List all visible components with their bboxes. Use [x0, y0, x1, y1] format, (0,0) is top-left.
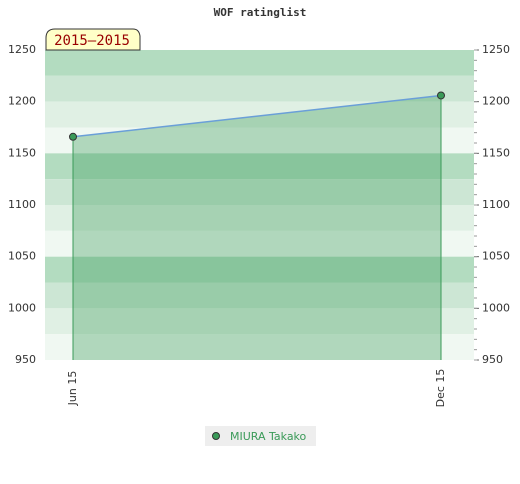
line	[72, 94, 442, 138]
y2-tick-label: 1100	[482, 198, 510, 211]
y2-tick-label: 950	[482, 353, 503, 366]
grid-band	[45, 179, 474, 205]
grid-band	[45, 230, 474, 257]
grid-band	[45, 50, 474, 76]
grid-band	[45, 308, 474, 335]
area	[73, 95, 441, 360]
grid-band	[45, 205, 474, 231]
grid-band	[45, 101, 474, 128]
legend-marker	[212, 432, 220, 440]
grid-band	[45, 256, 474, 283]
grid-band	[45, 75, 474, 102]
y2-tick-label: 1000	[482, 301, 510, 314]
grid-band	[45, 153, 474, 180]
badge-box	[45, 28, 141, 51]
y-tick-label: 1000	[8, 301, 36, 314]
grid-band	[45, 282, 474, 309]
y-tick-label: 1100	[8, 198, 36, 211]
point	[437, 91, 445, 100]
y2-tick-label: 1050	[482, 250, 510, 263]
legend-box	[205, 426, 316, 446]
y-tick-label: 1200	[8, 95, 36, 108]
point	[69, 132, 77, 141]
y-tick-label: 1050	[8, 250, 36, 263]
grid-band	[45, 334, 474, 360]
y2-tick-label: 1200	[482, 95, 510, 108]
x-tick-label: Dec 15	[434, 369, 447, 408]
y-tick-label: 950	[15, 353, 36, 366]
y-tick-label: 1150	[8, 146, 36, 159]
badge-text: 2015–2015	[54, 33, 130, 49]
y-tick-label: 1250	[8, 43, 36, 56]
y2-tick-label: 1250	[482, 43, 510, 56]
y2-tick-label: 1150	[482, 146, 510, 159]
background-bands	[45, 50, 474, 360]
legend-label: MIURA Takako	[230, 430, 307, 443]
x-tick-label: Jun 15	[66, 371, 79, 407]
chart-title: WOF ratinglist	[214, 6, 307, 19]
